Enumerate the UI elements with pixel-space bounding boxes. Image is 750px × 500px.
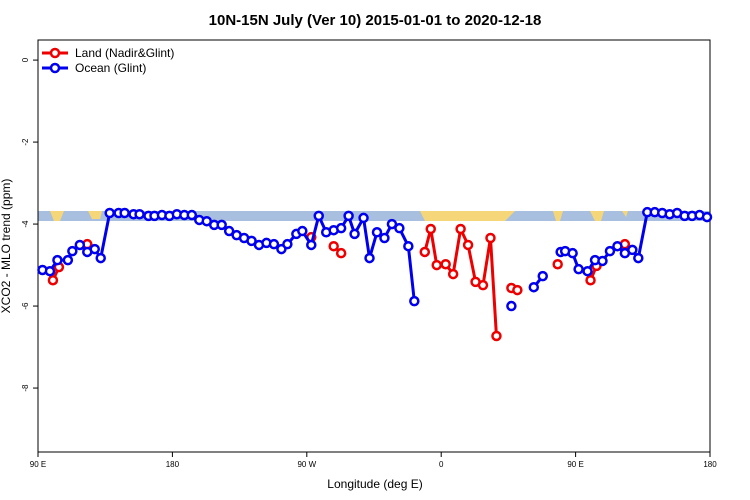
point bbox=[119, 207, 130, 219]
point bbox=[349, 228, 360, 240]
point bbox=[455, 223, 466, 235]
point bbox=[343, 210, 354, 222]
point bbox=[477, 279, 489, 291]
x-tick-label: 180 bbox=[166, 460, 180, 469]
point bbox=[371, 227, 383, 238]
point bbox=[74, 239, 86, 251]
y-tick-label: 0 bbox=[21, 57, 30, 62]
point bbox=[462, 239, 474, 251]
point bbox=[491, 330, 502, 342]
point bbox=[44, 265, 56, 277]
point bbox=[67, 245, 78, 257]
point bbox=[134, 208, 145, 220]
point bbox=[582, 265, 593, 277]
point bbox=[328, 240, 339, 252]
point bbox=[485, 232, 496, 244]
point bbox=[313, 210, 324, 222]
point bbox=[89, 243, 100, 255]
point bbox=[306, 239, 317, 251]
y-tick-label: -2 bbox=[21, 138, 30, 146]
chart-title: 10N-15N July (Ver 10) 2015-01-01 to 2020… bbox=[209, 12, 542, 29]
point bbox=[701, 211, 713, 223]
point bbox=[528, 281, 540, 293]
map-strip bbox=[38, 211, 710, 221]
legend-label: Ocean (Glint) bbox=[75, 61, 146, 75]
x-tick-label: 90 W bbox=[297, 460, 316, 469]
point bbox=[612, 240, 623, 252]
point bbox=[104, 207, 115, 219]
legend-label: Land (Nadir&Glint) bbox=[75, 46, 174, 60]
y-tick-label: -6 bbox=[21, 302, 30, 310]
point bbox=[409, 295, 420, 307]
y-axis-label: XCO2 - MLO trend (ppm) bbox=[0, 179, 13, 314]
x-tick-label: 90 E bbox=[567, 460, 583, 469]
point bbox=[552, 258, 563, 270]
point bbox=[282, 238, 293, 250]
point bbox=[297, 225, 308, 237]
point bbox=[633, 252, 644, 264]
y-tick-label: -4 bbox=[21, 220, 30, 228]
point bbox=[506, 300, 517, 312]
legend-marker bbox=[49, 47, 61, 59]
point bbox=[512, 284, 523, 296]
point bbox=[419, 246, 431, 258]
point bbox=[268, 238, 280, 250]
point bbox=[364, 252, 375, 264]
point bbox=[604, 245, 616, 257]
point bbox=[246, 235, 257, 247]
point bbox=[627, 244, 638, 256]
point bbox=[567, 247, 578, 259]
point bbox=[394, 222, 405, 234]
plot-frame bbox=[37, 39, 711, 453]
point bbox=[403, 240, 414, 252]
point bbox=[573, 263, 584, 275]
x-axis-label: Longitude (deg E) bbox=[327, 477, 422, 491]
point bbox=[335, 222, 347, 234]
point bbox=[379, 232, 390, 244]
point bbox=[335, 247, 347, 259]
point bbox=[62, 254, 74, 266]
point bbox=[223, 225, 235, 237]
point bbox=[597, 255, 608, 267]
point bbox=[537, 270, 548, 282]
y-tick-label: -8 bbox=[21, 384, 30, 392]
point bbox=[425, 223, 436, 235]
legend-marker bbox=[49, 62, 61, 74]
point bbox=[47, 274, 59, 286]
point bbox=[585, 274, 596, 286]
x-tick-label: 0 bbox=[439, 460, 444, 469]
x-tick-label: 90 E bbox=[30, 460, 46, 469]
point bbox=[386, 218, 398, 230]
point bbox=[95, 252, 106, 264]
point bbox=[431, 259, 442, 271]
x-tick-label: 180 bbox=[703, 460, 717, 469]
point bbox=[186, 209, 198, 221]
point bbox=[440, 258, 451, 270]
point bbox=[358, 212, 369, 224]
point bbox=[216, 219, 227, 231]
point bbox=[52, 254, 63, 266]
series-line bbox=[42, 210, 708, 302]
point bbox=[447, 268, 459, 280]
